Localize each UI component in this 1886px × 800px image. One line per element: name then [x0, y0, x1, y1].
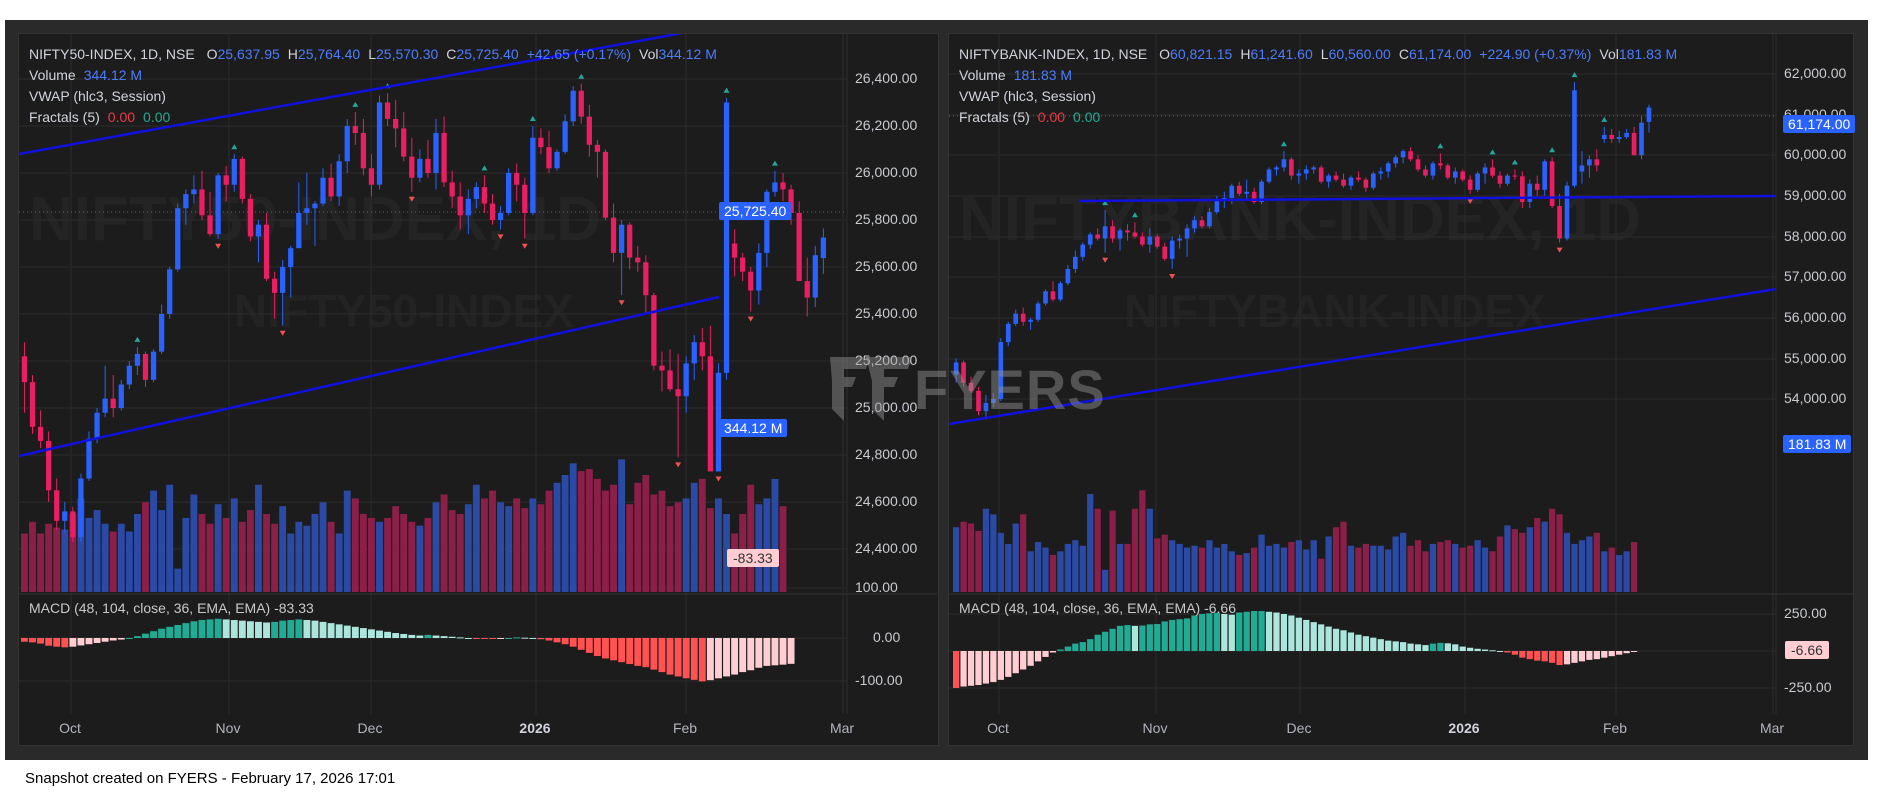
time-axis-label: Dec [357, 720, 383, 736]
change-value: +42.65 (+0.17%) [526, 46, 632, 62]
price-axis-label: 56,000.00 [1784, 309, 1847, 325]
volume-legend[interactable]: Volume 181.83 M [959, 65, 1677, 86]
chart-panel-nifty50[interactable]: NIFTY50-INDEX, 1D NIFTY50-INDEX NIFTY50-… [18, 33, 939, 746]
fractals-legend[interactable]: Fractals (5) 0.00 0.00 [959, 107, 1677, 128]
vol-label: Vol [639, 46, 659, 62]
low-value: 25,570.30 [376, 46, 439, 62]
volume-value: 344.12 M [83, 67, 143, 83]
high-label: H [287, 46, 298, 62]
price-axis-label: 26,000.00 [855, 164, 918, 180]
macd-axis-label: -100.00 [855, 672, 903, 688]
price-axis-label: 26,400.00 [855, 70, 918, 86]
macd-legend[interactable]: MACD (48, 104, close, 36, EMA, EMA) -6.6… [959, 600, 1236, 616]
time-axis-label: Nov [1142, 720, 1168, 736]
macd-label: MACD (48, 104, close, 36, EMA, EMA) [959, 600, 1201, 616]
high-value: 61,241.60 [1250, 46, 1313, 62]
chart-legend: NIFTYBANK-INDEX, 1D, NSE O60,821.15 H61,2… [959, 44, 1677, 128]
chart-canvas[interactable] [949, 34, 1855, 747]
chart-legend: NIFTY50-INDEX, 1D, NSE O25,637.95 H25,764… [29, 44, 717, 128]
price-axis-label: 58,000.00 [1784, 228, 1847, 244]
high-label: H [1240, 46, 1251, 62]
volume-tag: 344.12 M [719, 419, 788, 437]
time-axis-label: Feb [672, 720, 698, 736]
macd-axis-label: 0.00 [873, 629, 901, 645]
time-axis-label: Feb [1602, 720, 1628, 736]
vwap-legend[interactable]: VWAP (hlc3, Session) [29, 88, 166, 104]
price-axis-label: 24,600.00 [855, 493, 918, 509]
chart-canvas[interactable] [19, 34, 940, 747]
volume-tag: 181.83 M [1783, 435, 1852, 453]
fractals-up-value: 0.00 [143, 109, 171, 125]
price-axis-label: 24,800.00 [855, 446, 918, 462]
close-value: 61,174.00 [1408, 46, 1472, 62]
high-value: 25,764.40 [297, 46, 361, 62]
open-label: O [206, 46, 218, 62]
snapshot-footer: Snapshot created on FYERS - February 17,… [25, 770, 396, 787]
price-axis-label: 25,800.00 [855, 211, 918, 227]
time-axis-label: Dec [1286, 720, 1312, 736]
symbol-label[interactable]: NIFTYBANK-INDEX, 1D, NSE [959, 46, 1148, 62]
macd-value: -83.33 [274, 600, 314, 616]
price-axis-label: 59,000.00 [1784, 187, 1847, 203]
vol-value: 181.83 M [1618, 46, 1678, 62]
time-axis-label: Oct [987, 720, 1009, 736]
fractals-label: Fractals (5) [29, 109, 100, 125]
macd-value-tag: -6.66 [1785, 641, 1829, 659]
macd-axis-label: 100.00 [855, 579, 898, 595]
open-label: O [1159, 46, 1171, 62]
fractals-down-value: 0.00 [1037, 109, 1066, 125]
macd-value-tag: -83.33 [727, 549, 779, 567]
open-value: 60,821.15 [1170, 46, 1233, 62]
vol-value: 344.12 M [658, 46, 717, 62]
volume-label: Volume [959, 67, 1006, 83]
fractals-down-value: 0.00 [107, 109, 136, 125]
ohlc-legend-row[interactable]: NIFTYBANK-INDEX, 1D, NSE O60,821.15 H61,2… [959, 44, 1677, 65]
macd-value: -6.66 [1204, 600, 1237, 616]
last-price-tag: 61,174.00 [1783, 115, 1856, 133]
change-value: +224.90 (+0.37%) [1479, 46, 1592, 62]
price-axis-label: 57,000.00 [1784, 268, 1847, 284]
low-label: L [1320, 46, 1329, 62]
price-axis-label: 25,400.00 [855, 305, 918, 321]
volume-label: Volume [29, 67, 76, 83]
fractals-legend[interactable]: Fractals (5) 0.00 0.00 [29, 107, 717, 128]
macd-axis-label: -250.00 [1784, 679, 1832, 695]
last-price-tag: 25,725.40 [719, 202, 792, 220]
volume-value: 181.83 M [1013, 67, 1073, 83]
time-axis-label: Mar [1759, 720, 1785, 736]
price-axis-label: 55,000.00 [1784, 350, 1847, 366]
close-label: C [1398, 46, 1409, 62]
close-label: C [446, 46, 457, 62]
price-axis-label: 25,600.00 [855, 258, 918, 274]
macd-axis-label: 250.00 [1784, 605, 1827, 621]
price-axis-label: 25,000.00 [855, 399, 918, 415]
price-axis-label: 26,200.00 [855, 117, 918, 133]
time-axis-label: 2026 [1448, 720, 1480, 736]
vwap-legend[interactable]: VWAP (hlc3, Session) [959, 88, 1096, 104]
low-label: L [368, 46, 376, 62]
open-value: 25,637.95 [217, 46, 280, 62]
close-value: 25,725.40 [456, 46, 519, 62]
time-axis-label: 2026 [519, 720, 551, 736]
fractals-up-value: 0.00 [1073, 109, 1101, 125]
time-axis-label: Oct [59, 720, 81, 736]
price-axis-label: 24,400.00 [855, 540, 918, 556]
price-axis-label: 54,000.00 [1784, 390, 1847, 406]
macd-label: MACD (48, 104, close, 36, EMA, EMA) [29, 600, 271, 616]
price-axis-label: 60,000.00 [1784, 146, 1847, 162]
low-value: 60,560.00 [1328, 46, 1391, 62]
macd-legend[interactable]: MACD (48, 104, close, 36, EMA, EMA) -83.… [29, 600, 314, 616]
volume-legend[interactable]: Volume 344.12 M [29, 65, 717, 86]
price-axis-label: 62,000.00 [1784, 65, 1847, 81]
chart-panel-niftybank[interactable]: NIFTYBANK-INDEX, 1D NIFTYBANK-INDEX NIFT… [948, 33, 1856, 747]
fractals-label: Fractals (5) [959, 109, 1030, 125]
time-axis-label: Nov [215, 720, 241, 736]
ohlc-legend-row[interactable]: NIFTY50-INDEX, 1D, NSE O25,637.95 H25,764… [29, 44, 717, 65]
symbol-label[interactable]: NIFTY50-INDEX, 1D, NSE [29, 46, 195, 62]
price-axis-label: 25,200.00 [855, 352, 918, 368]
time-axis-label: Mar [829, 720, 855, 736]
vol-label: Vol [1599, 46, 1619, 62]
